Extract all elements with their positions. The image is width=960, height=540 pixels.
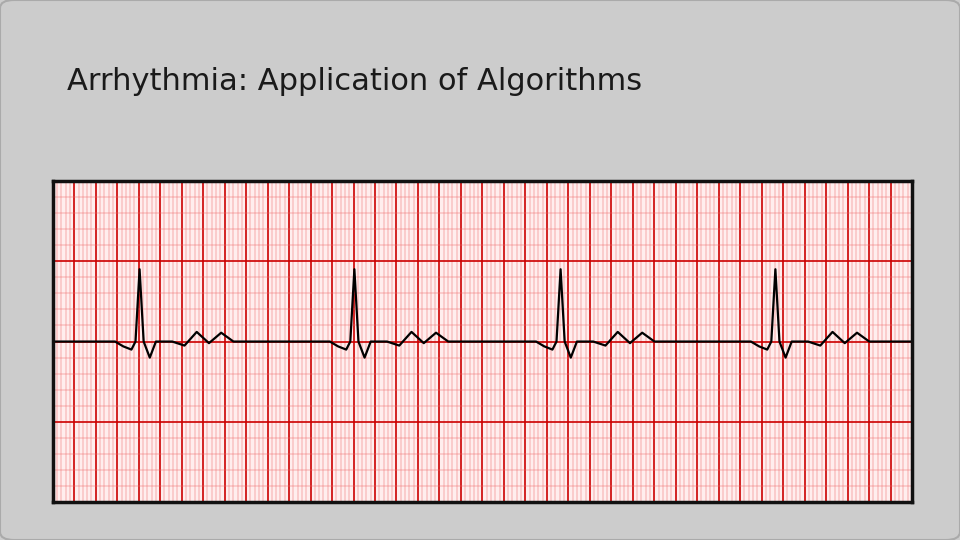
Text: Arrhythmia: Application of Algorithms: Arrhythmia: Application of Algorithms (67, 66, 642, 96)
